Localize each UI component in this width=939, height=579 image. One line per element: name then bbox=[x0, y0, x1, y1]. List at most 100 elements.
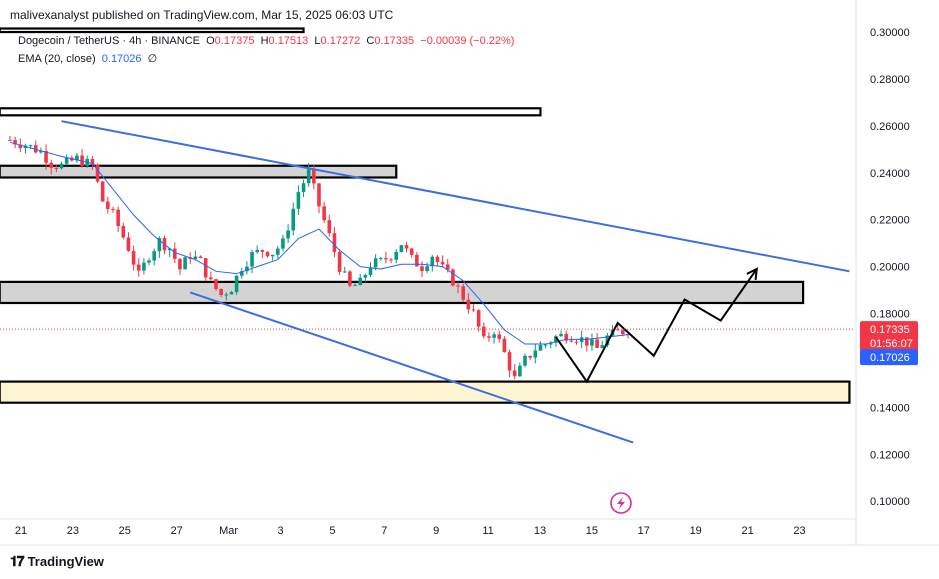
candle-body bbox=[348, 271, 352, 286]
projection-arrow-head bbox=[746, 267, 758, 281]
candle-body bbox=[281, 238, 285, 249]
candle-body bbox=[270, 254, 275, 257]
x-tick-label: 21 bbox=[15, 525, 27, 537]
y-tick-label: 0.14000 bbox=[870, 402, 910, 414]
candle-body bbox=[512, 370, 517, 377]
candle-body bbox=[276, 248, 280, 255]
footer-brand[interactable]: 𝟏𝟕 TradingView bbox=[10, 553, 104, 570]
candle-body bbox=[533, 350, 538, 358]
lightning-icon[interactable] bbox=[610, 492, 632, 514]
candle-body bbox=[111, 209, 115, 211]
candle-body bbox=[445, 264, 450, 270]
trendline bbox=[189, 291, 634, 444]
candle-body bbox=[193, 256, 198, 259]
candle-body bbox=[502, 338, 507, 353]
candle-body bbox=[13, 140, 17, 145]
y-tick-label: 0.22000 bbox=[870, 215, 910, 227]
candle-body bbox=[265, 251, 270, 257]
ema-price-text: 0.17026 bbox=[870, 352, 910, 364]
x-tick-label: 23 bbox=[67, 525, 79, 537]
projection-path bbox=[555, 268, 758, 384]
candle-body bbox=[518, 365, 522, 377]
candle-body bbox=[136, 264, 141, 271]
candle-body bbox=[44, 150, 48, 163]
candle-body bbox=[178, 258, 182, 270]
y-tick-label: 0.20000 bbox=[870, 262, 910, 274]
support-resistance-zone bbox=[0, 280, 805, 305]
symbol-legend[interactable]: Dogecoin / TetherUS · 4h · BINANCE O0.17… bbox=[18, 35, 514, 47]
price-labels: 0.17335 01:56:07 0.17026 bbox=[860, 321, 918, 366]
candle-body bbox=[358, 277, 362, 286]
candle-body bbox=[126, 237, 131, 251]
y-tick-label: 0.28000 bbox=[870, 74, 910, 86]
x-tick-label: 15 bbox=[586, 525, 598, 537]
candle-body bbox=[312, 169, 316, 184]
candle-body bbox=[239, 271, 244, 276]
candle-body bbox=[476, 310, 481, 327]
x-tick-label: 7 bbox=[381, 525, 387, 537]
candle-body bbox=[296, 192, 301, 209]
candle-body bbox=[106, 201, 110, 210]
candle-body bbox=[404, 245, 409, 249]
candle-body bbox=[229, 292, 234, 295]
candle-body bbox=[440, 262, 445, 265]
candle-body bbox=[409, 248, 414, 255]
y-tick-label: 0.12000 bbox=[870, 449, 910, 461]
trendline bbox=[61, 120, 850, 273]
candle-body bbox=[157, 238, 162, 252]
candle-body bbox=[116, 209, 120, 227]
close-value: 0.17335 bbox=[374, 35, 415, 47]
last-price-badge bbox=[860, 321, 918, 352]
candle-body bbox=[214, 279, 218, 289]
candle-body bbox=[198, 256, 203, 259]
candle-body bbox=[482, 326, 486, 337]
candle-body bbox=[234, 275, 239, 293]
candle-body bbox=[33, 145, 38, 153]
candle-body bbox=[451, 269, 455, 286]
candle-body bbox=[492, 334, 496, 338]
ema-line bbox=[9, 141, 629, 345]
ema-legend[interactable]: EMA (20, close) 0.17026 ∅ bbox=[18, 52, 157, 65]
candle-body bbox=[615, 329, 620, 331]
candle-body bbox=[286, 230, 290, 239]
candle-body bbox=[543, 344, 548, 346]
y-tick-label: 0.18000 bbox=[870, 309, 910, 321]
candle-body bbox=[49, 162, 53, 168]
support-resistance-zone bbox=[0, 380, 851, 404]
x-tick-label: Mar bbox=[219, 525, 238, 537]
support-resistance-zone bbox=[0, 107, 542, 117]
candle-body bbox=[250, 252, 254, 267]
candle-body bbox=[301, 183, 306, 193]
candle-body bbox=[8, 139, 12, 141]
candle-body bbox=[245, 266, 249, 272]
ema-extra: ∅ bbox=[147, 53, 158, 65]
candle-body bbox=[399, 245, 404, 252]
candle-body bbox=[167, 248, 172, 251]
open-label: O bbox=[206, 35, 215, 47]
candle-body bbox=[425, 266, 429, 272]
x-tick-label: 3 bbox=[277, 525, 283, 537]
candle-body bbox=[554, 336, 558, 343]
candle-body bbox=[497, 334, 502, 339]
x-tick-label: 11 bbox=[482, 525, 493, 537]
candle-body bbox=[255, 250, 259, 253]
candle-body bbox=[507, 352, 512, 371]
candle-body bbox=[466, 299, 471, 310]
candle-body bbox=[430, 256, 435, 267]
candle-body bbox=[600, 345, 605, 348]
close-label: C bbox=[366, 35, 375, 47]
tradingview-logo-icon: 𝟏𝟕 bbox=[10, 553, 25, 569]
y-tick-label: 0.30000 bbox=[870, 27, 910, 39]
candle-body bbox=[209, 277, 213, 280]
candle-body bbox=[59, 163, 64, 169]
candle-body bbox=[54, 167, 59, 169]
candle-body bbox=[75, 155, 79, 161]
axes-layer: 0.30000 0.28000 0.26000 0.24000 0.22000 0.200… bbox=[0, 0, 939, 546]
y-tick-label: 0.10000 bbox=[870, 496, 910, 508]
y-tick-label: 0.26000 bbox=[870, 121, 910, 133]
open-value: 0.17375 bbox=[214, 35, 255, 47]
ema-price-badge bbox=[860, 349, 918, 366]
candle-body bbox=[384, 258, 388, 260]
candle-body bbox=[585, 337, 589, 346]
candle-body bbox=[183, 257, 187, 270]
